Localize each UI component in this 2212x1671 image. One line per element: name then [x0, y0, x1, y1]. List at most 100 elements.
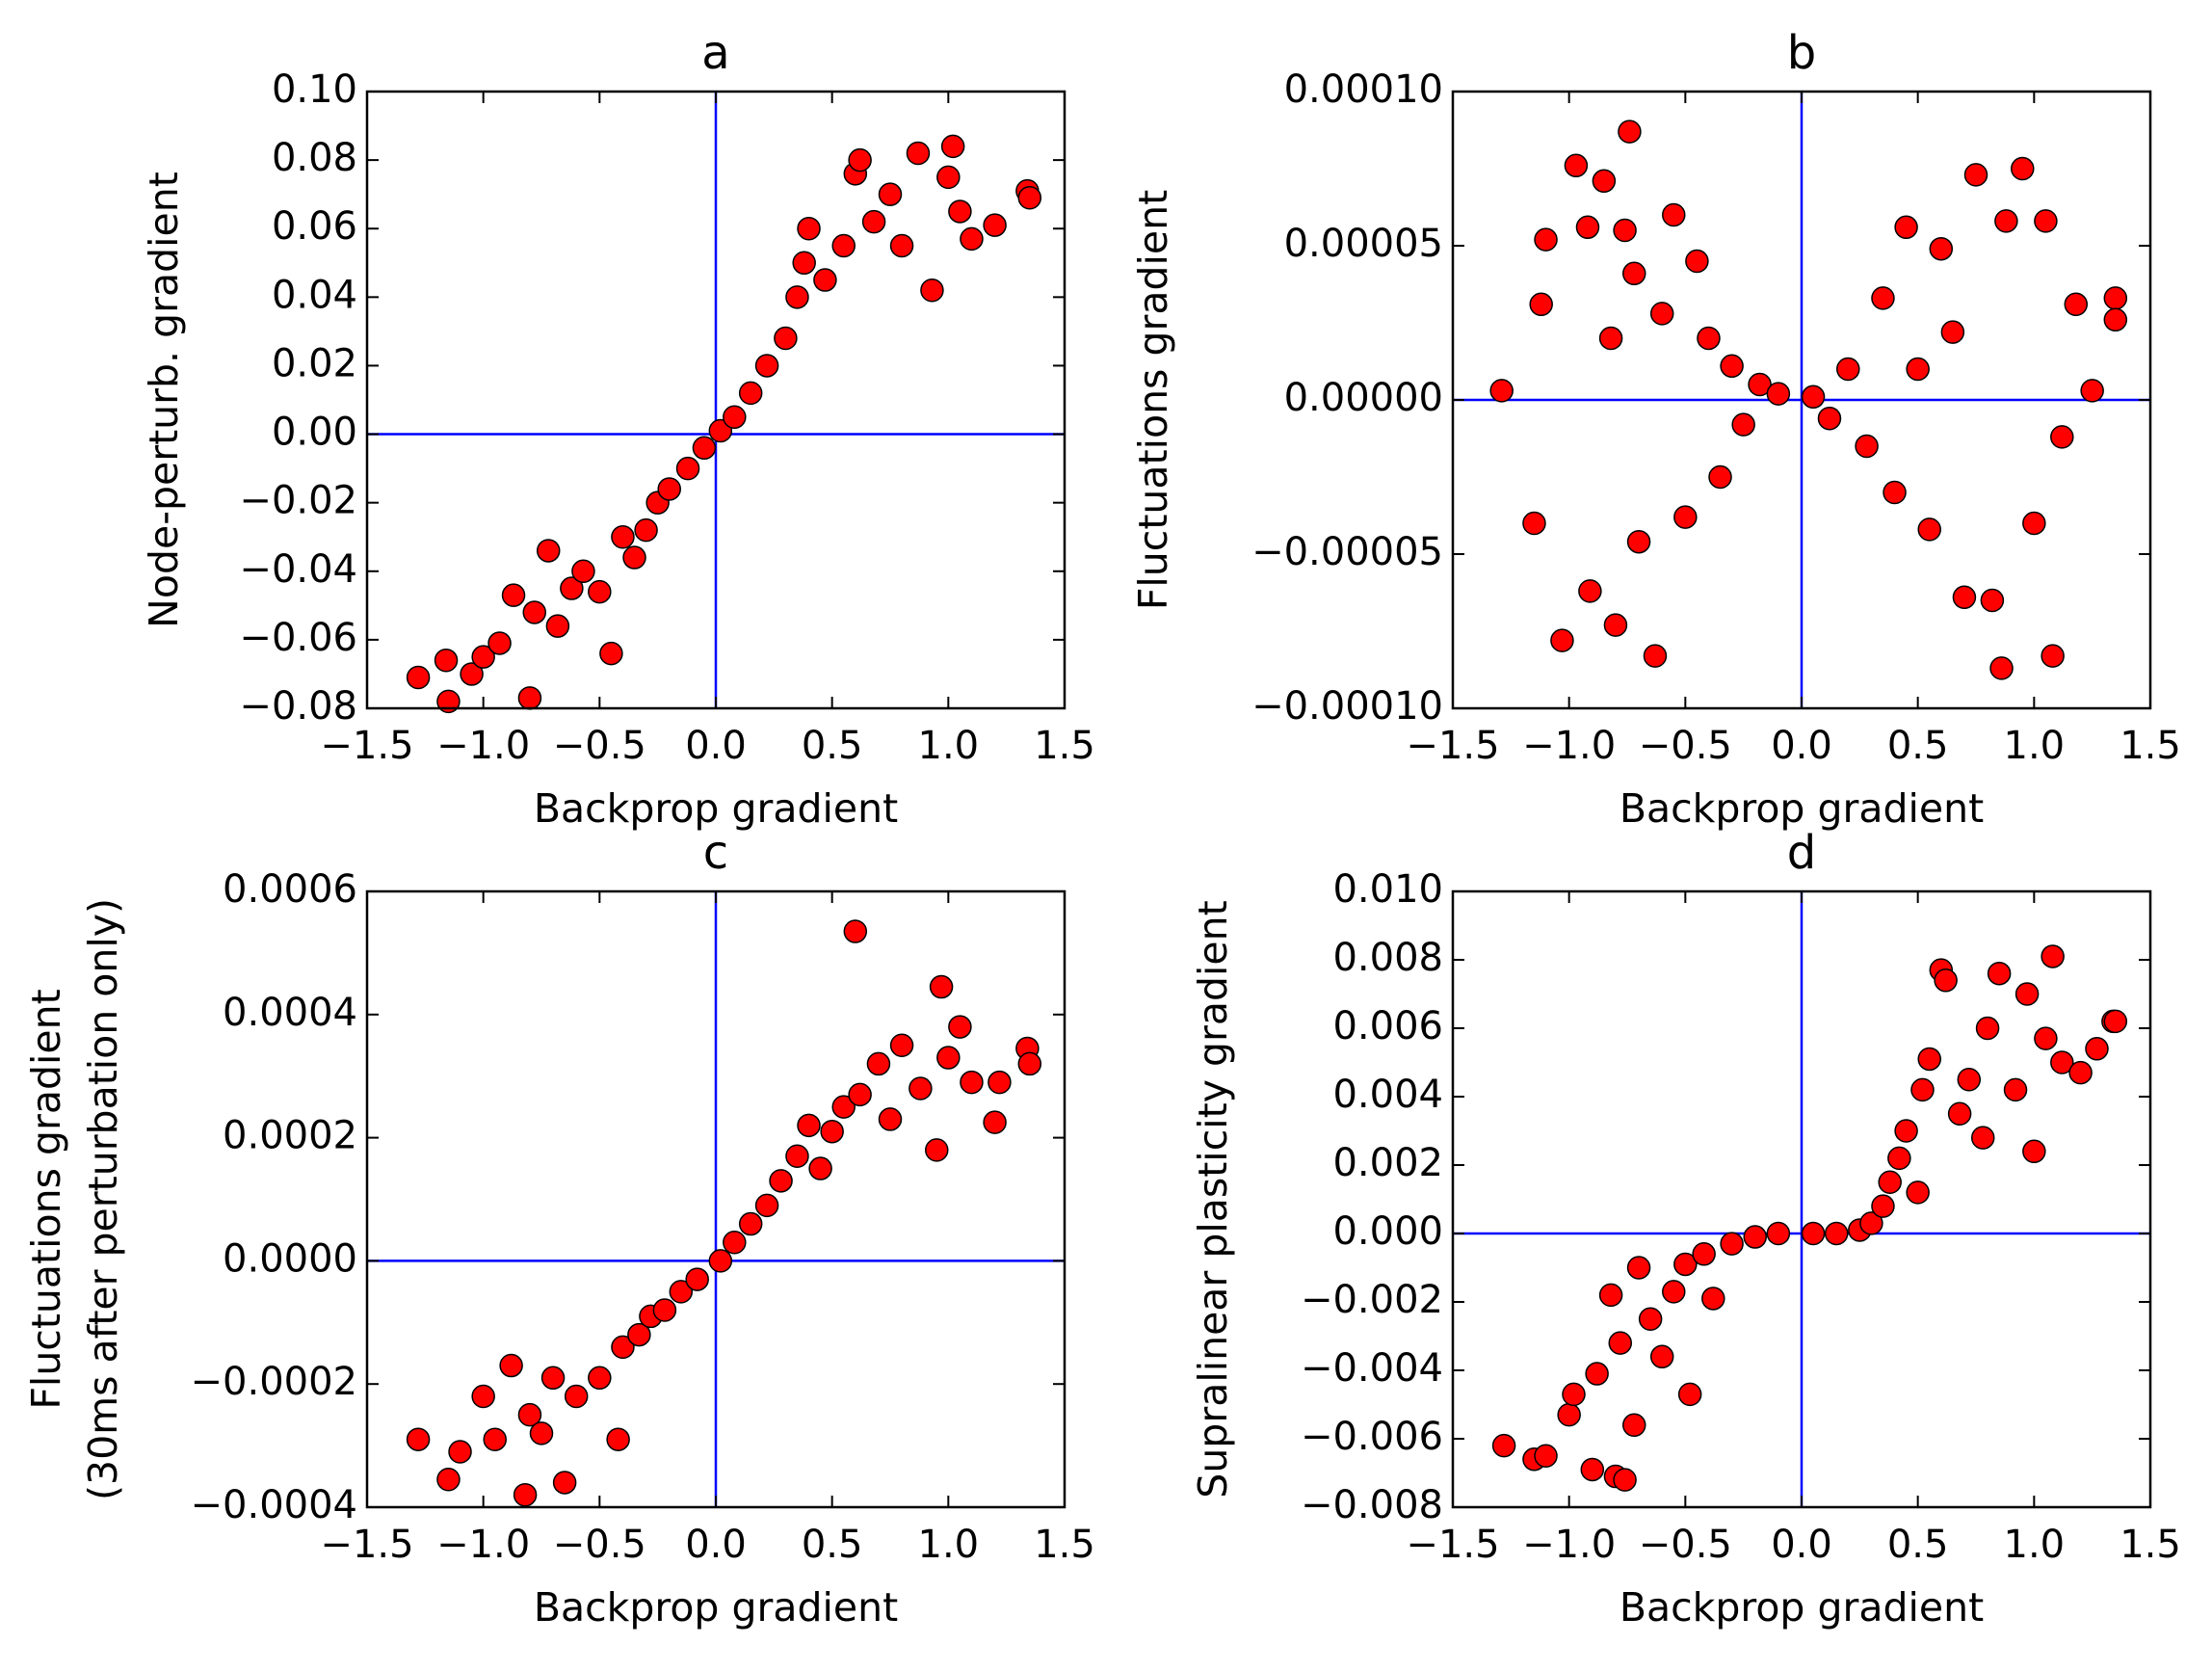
point [1894, 1119, 1918, 1143]
point [936, 1046, 961, 1070]
point [1621, 1413, 1646, 1438]
point [1598, 326, 1623, 351]
point [501, 583, 526, 607]
y-axis-label: Node-perturb. gradient [141, 172, 187, 628]
x-tick-label: −0.5 [1639, 724, 1732, 768]
x-tick-label: −1.5 [1406, 724, 1499, 768]
y-tick-label: 0.00005 [1284, 222, 1443, 266]
point [960, 226, 984, 252]
x-tick-label: 0.5 [802, 724, 863, 768]
point [1871, 1194, 1895, 1218]
point [560, 576, 584, 600]
point [685, 1267, 709, 1291]
point [1662, 202, 1686, 227]
point [2085, 1037, 2109, 1061]
x-tick-label: 1.5 [2120, 1523, 2181, 1567]
point [723, 405, 747, 430]
point [611, 1335, 635, 1360]
point [460, 662, 484, 686]
point [940, 134, 965, 159]
point [1564, 153, 1589, 178]
point [657, 477, 681, 501]
y-tick-label: 0.010 [1332, 867, 1443, 912]
y-tick-label: 0.008 [1332, 936, 1443, 980]
point [1878, 1170, 1902, 1194]
point [1491, 1433, 1516, 1458]
x-tick-label: 0.5 [1887, 724, 1949, 768]
point [2014, 982, 2040, 1006]
y-axis-label: Supralinear plasticity gradient [1190, 900, 1236, 1498]
y-tick-label: −0.0002 [191, 1360, 357, 1404]
point [1522, 511, 1546, 536]
point [1608, 1331, 1633, 1355]
x-axis-label: Backprop gradient [1620, 1584, 1984, 1631]
point [878, 182, 903, 206]
point [540, 1366, 566, 1391]
point [738, 381, 763, 406]
x-axis-label: Backprop gradient [1620, 785, 1984, 832]
point [1980, 588, 2005, 613]
point [1562, 1382, 1586, 1407]
point [2022, 511, 2046, 536]
y-tick-label: −0.02 [239, 479, 357, 523]
point [988, 1070, 1012, 1095]
x-axis-label: Backprop gradient [534, 785, 898, 832]
x-tick-label: 1.5 [1034, 1523, 1095, 1567]
point [866, 1051, 891, 1076]
point [792, 251, 816, 276]
point [848, 147, 872, 172]
point [471, 645, 495, 669]
point [1917, 517, 1941, 542]
y-tick-label: −0.0004 [191, 1483, 357, 1527]
point [634, 517, 658, 543]
point [1975, 1016, 2000, 1041]
point [2050, 425, 2074, 449]
point [1618, 119, 1642, 144]
x-tick-label: −1.0 [1522, 724, 1616, 768]
point [908, 1076, 933, 1101]
point [1575, 215, 1600, 240]
x-tick-label: −0.5 [1639, 1523, 1732, 1567]
point [1766, 382, 1791, 406]
point [2041, 944, 2065, 968]
point [536, 539, 561, 563]
x-tick-label: 0.0 [1771, 724, 1832, 768]
point [588, 579, 612, 604]
y-tick-label: 0.004 [1332, 1073, 1443, 1117]
point [1550, 628, 1574, 652]
point [936, 165, 961, 190]
point [1836, 357, 1860, 382]
y-tick-label: −0.004 [1301, 1346, 1443, 1391]
point [1643, 644, 1668, 668]
point [471, 1384, 495, 1409]
point [1801, 1221, 1826, 1246]
point [627, 1322, 651, 1347]
point [878, 1107, 903, 1131]
point [552, 1471, 577, 1495]
point [1720, 354, 1744, 379]
point [1534, 1444, 1558, 1468]
x-tick-label: −0.5 [553, 724, 646, 768]
x-tick-label: 0.5 [1887, 1523, 1949, 1567]
point [785, 1144, 809, 1169]
x-tick-label: −1.5 [1406, 1523, 1499, 1567]
y-tick-label: −0.04 [239, 547, 357, 592]
x-tick-label: 1.0 [2004, 724, 2066, 768]
point [848, 1082, 872, 1107]
y-tick-label: −0.06 [239, 616, 357, 660]
point [529, 1421, 554, 1446]
y-axis-label: Fluctuations gradient [1130, 190, 1176, 610]
point [1855, 434, 1879, 459]
x-tick-label: 0.0 [685, 724, 747, 768]
point [2041, 644, 2065, 668]
point [487, 631, 512, 655]
point [1592, 169, 1617, 194]
x-tick-label: −1.5 [320, 724, 413, 768]
point [754, 1193, 779, 1218]
point [983, 1110, 1007, 1134]
point [1697, 326, 1721, 351]
point [588, 1366, 612, 1391]
x-tick-label: 1.0 [918, 1523, 980, 1567]
point [1701, 1286, 1725, 1311]
